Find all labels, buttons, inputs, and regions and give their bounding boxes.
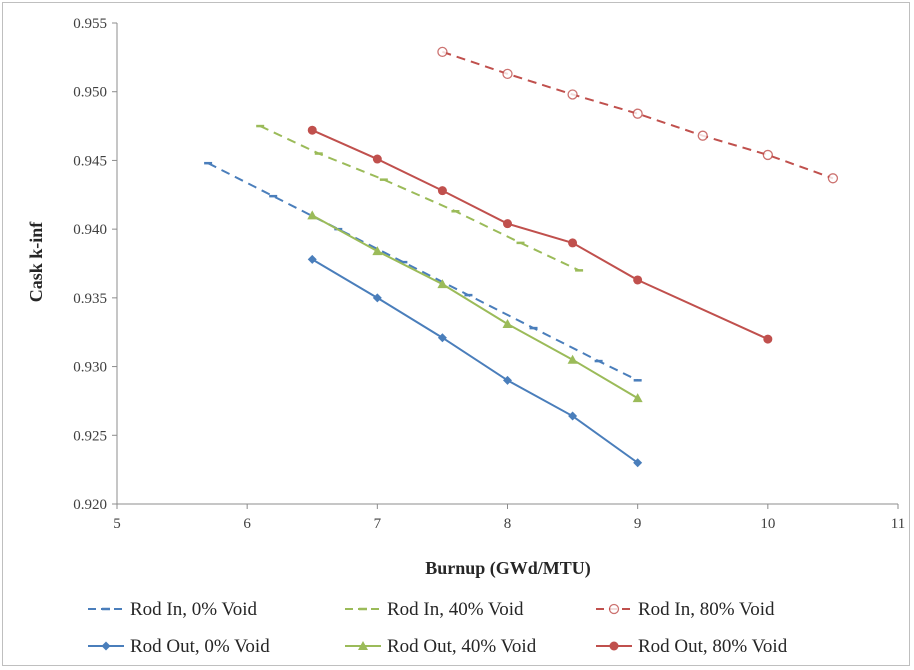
legend-item: Rod In, 40% Void [345, 599, 524, 620]
data-point [437, 333, 447, 343]
series-2 [256, 124, 584, 272]
series-4 [307, 254, 643, 468]
legend-item: Rod Out, 40% Void [345, 636, 537, 657]
data-point [502, 68, 513, 79]
data-point [633, 275, 643, 285]
data-point [307, 254, 317, 264]
legend-label: Rod In, 0% Void [130, 599, 258, 620]
series-line [311, 258, 639, 464]
series-layer [204, 46, 839, 468]
legend-item: Rod In, 80% Void [596, 599, 775, 620]
legend-item: Rod In, 0% Void [88, 599, 258, 620]
y-tick-label: 0.935 [73, 291, 107, 307]
x-tick-label: 9 [634, 516, 642, 532]
legend-marker [101, 641, 111, 651]
series-5 [307, 210, 643, 403]
data-point [307, 210, 318, 220]
legend-item: Rod Out, 0% Void [88, 636, 270, 657]
y-tick-label: 0.955 [73, 16, 107, 32]
data-point [633, 458, 643, 468]
data-point [827, 173, 839, 184]
data-point [502, 318, 513, 328]
data-point [437, 46, 448, 58]
series-line [207, 162, 639, 382]
data-point [372, 154, 382, 164]
legend-label: Rod In, 80% Void [638, 599, 775, 620]
series-3 [437, 46, 839, 184]
legend-label: Rod In, 40% Void [387, 599, 524, 620]
y-axis-title: Cask k-inf [26, 221, 46, 303]
data-point [503, 219, 512, 229]
data-point [697, 130, 708, 141]
data-point [568, 411, 578, 421]
legend-label: Rod Out, 80% Void [638, 636, 788, 657]
series-line [259, 125, 580, 272]
data-point [568, 238, 578, 248]
y-tick-label: 0.920 [73, 497, 107, 513]
series-line [311, 214, 639, 400]
data-point [437, 186, 447, 196]
y-tick-label: 0.945 [73, 153, 107, 169]
legend-label: Rod Out, 0% Void [130, 636, 270, 657]
y-tick-label: 0.925 [73, 428, 107, 444]
y-tick-label: 0.950 [73, 85, 107, 101]
legend-label: Rod Out, 40% Void [387, 636, 537, 657]
data-point [762, 149, 773, 161]
x-axis-title: Burnup (GWd/MTU) [425, 558, 591, 579]
data-point [567, 89, 578, 100]
legend-marker [608, 603, 620, 615]
legend-marker [609, 641, 619, 651]
data-point [567, 354, 578, 364]
data-point [763, 334, 773, 344]
x-tick-label: 7 [374, 516, 382, 532]
data-point [307, 125, 317, 135]
data-point [632, 108, 643, 119]
legend-item: Rod Out, 80% Void [596, 636, 788, 657]
legend-marker [358, 641, 368, 650]
x-tick-label: 5 [113, 516, 121, 532]
series-6 [307, 125, 773, 344]
x-tick-label: 6 [243, 516, 251, 532]
data-point [372, 293, 382, 303]
legend: Rod In, 0% Void Rod In, 40% Void Rod In, 8… [88, 599, 788, 657]
y-tick-label: 0.940 [73, 222, 107, 238]
x-tick-label: 10 [760, 516, 775, 532]
series-1 [204, 161, 642, 382]
x-tick-label: 8 [504, 516, 512, 532]
x-tick-label: 11 [891, 516, 905, 532]
data-point [437, 279, 448, 289]
data-point [503, 375, 512, 385]
y-tick-label: 0.930 [73, 360, 107, 376]
axes: 5 6 7 8 9 10 11 0.920 0.925 0.930 0.935 0.940 0.945 0… [73, 16, 905, 532]
data-point [632, 393, 643, 403]
data-point [372, 246, 383, 256]
